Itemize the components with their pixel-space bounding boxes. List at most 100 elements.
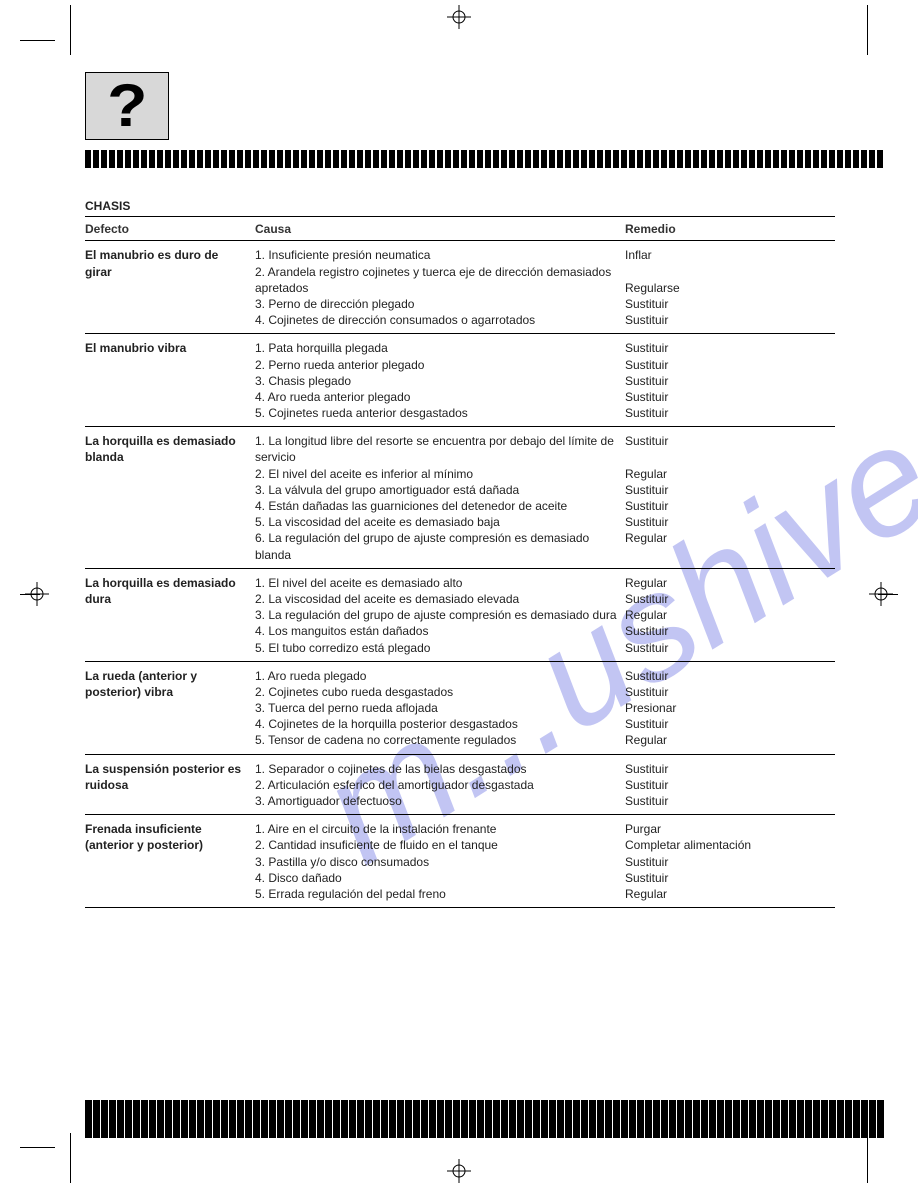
- remedio-line: Regular: [625, 575, 835, 591]
- registration-mark-icon: [447, 5, 471, 29]
- remedio-line: Sustituir: [625, 668, 835, 684]
- remedio-cell: SustituirSustituirSustituirSustituirSust…: [625, 340, 835, 421]
- remedio-cell: SustituirSustituirSustituir: [625, 761, 835, 810]
- remedio-line: Sustituir: [625, 433, 835, 449]
- causa-cell: 1. Separador o cojinetes de las bielas d…: [255, 761, 625, 810]
- registration-mark-icon: [869, 582, 893, 606]
- remedio-line: Sustituir: [625, 761, 835, 777]
- causa-line: 2. Articulación esferico del amortiguado…: [255, 777, 617, 793]
- causa-line: 3. Amortiguador defectuoso: [255, 793, 617, 809]
- section-title: CHASIS: [85, 198, 835, 214]
- causa-line: 5. La viscosidad del aceite es demasiado…: [255, 514, 617, 530]
- remedio-cell: RegularSustituirRegularSustituirSustitui…: [625, 575, 835, 656]
- causa-line: 2. El nivel del aceite es inferior al mí…: [255, 466, 617, 482]
- causa-line: 3. La regulación del grupo de ajuste com…: [255, 607, 617, 623]
- remedio-line: Sustituir: [625, 716, 835, 732]
- causa-line: 2. Cojinetes cubo rueda desgastados: [255, 684, 617, 700]
- causa-line: 3. Perno de dirección plegado: [255, 296, 617, 312]
- causa-line: 2. Cantidad insuficiente de fluido en el…: [255, 837, 617, 853]
- entries-container: El manubrio es duro de girar1. Insuficie…: [85, 241, 835, 908]
- causa-line: 1. Separador o cojinetes de las bielas d…: [255, 761, 617, 777]
- crop-mark: [70, 5, 71, 55]
- causa-line: 4. Cojinetes de dirección consumados o a…: [255, 312, 617, 328]
- remedio-line: Regular: [625, 732, 835, 748]
- causa-line: 2. La viscosidad del aceite es demasiado…: [255, 591, 617, 607]
- causa-line: 3. Pastilla y/o disco consumados: [255, 854, 617, 870]
- remedio-line: Sustituir: [625, 296, 835, 312]
- causa-cell: 1. Aire en el circuito de la instalación…: [255, 821, 625, 902]
- causa-line: 4. Disco dañado: [255, 870, 617, 886]
- causa-cell: 1. La longitud libre del resorte se encu…: [255, 433, 625, 563]
- table-header: Defecto Causa Remedio: [85, 216, 835, 241]
- table-row: El manubrio vibra1. Pata horquilla plega…: [85, 334, 835, 427]
- remedio-line: Sustituir: [625, 591, 835, 607]
- causa-line: 5. El tubo corredizo está plegado: [255, 640, 617, 656]
- remedio-line: Sustituir: [625, 389, 835, 405]
- remedio-line: Sustituir: [625, 684, 835, 700]
- remedio-line: Sustituir: [625, 623, 835, 639]
- registration-mark-icon: [25, 582, 49, 606]
- remedio-line: Regular: [625, 530, 835, 546]
- remedio-line: Regular: [625, 607, 835, 623]
- remedio-line: Completar alimentación: [625, 837, 835, 853]
- causa-line: 2. Arandela registro cojinetes y tuerca …: [255, 264, 617, 296]
- crop-mark: [20, 40, 55, 41]
- causa-cell: 1. El nivel del aceite es demasiado alto…: [255, 575, 625, 656]
- remedio-cell: SustituirSustituirPresionarSustituirRegu…: [625, 668, 835, 749]
- causa-line: 5. Errada regulación del pedal freno: [255, 886, 617, 902]
- causa-line: 6. La regulación del grupo de ajuste com…: [255, 530, 617, 562]
- remedio-line: Sustituir: [625, 340, 835, 356]
- causa-line: 1. Aire en el circuito de la instalación…: [255, 821, 617, 837]
- table-row: El manubrio es duro de girar1. Insuficie…: [85, 241, 835, 334]
- registration-mark-icon: [447, 1159, 471, 1183]
- remedio-line: Sustituir: [625, 312, 835, 328]
- causa-line: 3. Tuerca del perno rueda aflojada: [255, 700, 617, 716]
- barcode-strip-thin: [85, 150, 875, 168]
- causa-line: 4. Aro rueda anterior plegado: [255, 389, 617, 405]
- causa-line: 5. Tensor de cadena no correctamente reg…: [255, 732, 617, 748]
- main-content: CHASIS Defecto Causa Remedio El manubrio…: [85, 198, 835, 908]
- causa-line: 5. Cojinetes rueda anterior desgastados: [255, 405, 617, 421]
- defecto-cell: El manubrio vibra: [85, 340, 255, 421]
- remedio-line: Purgar: [625, 821, 835, 837]
- remedio-line: Sustituir: [625, 482, 835, 498]
- remedio-line: Sustituir: [625, 793, 835, 809]
- defecto-cell: La horquilla es demasiado blanda: [85, 433, 255, 563]
- crop-mark: [70, 1133, 71, 1183]
- crop-mark: [20, 1147, 55, 1148]
- remedio-line: [625, 449, 835, 465]
- remedio-line: Inflar: [625, 247, 835, 263]
- table-row: La rueda (anterior y posterior) vibra1. …: [85, 662, 835, 755]
- remedio-line: Regular: [625, 886, 835, 902]
- defecto-cell: La suspensión posterior es ruidosa: [85, 761, 255, 810]
- remedio-cell: Inflar RegularseSustituirSustituir: [625, 247, 835, 328]
- defecto-cell: La rueda (anterior y posterior) vibra: [85, 668, 255, 749]
- remedio-line: Sustituir: [625, 870, 835, 886]
- causa-cell: 1. Pata horquilla plegada2. Perno rueda …: [255, 340, 625, 421]
- causa-cell: 1. Insuficiente presión neumatica2. Aran…: [255, 247, 625, 328]
- causa-line: 4. Cojinetes de la horquilla posterior d…: [255, 716, 617, 732]
- remedio-line: Sustituir: [625, 777, 835, 793]
- remedio-line: Presionar: [625, 700, 835, 716]
- remedio-cell: Sustituir RegularSustituirSustituirSusti…: [625, 433, 835, 563]
- table-row: Frenada insuficiente (anterior y posteri…: [85, 815, 835, 908]
- crop-mark: [867, 1133, 868, 1183]
- col-header-remedio: Remedio: [625, 221, 835, 237]
- causa-line: 1. Pata horquilla plegada: [255, 340, 617, 356]
- causa-cell: 1. Aro rueda plegado2. Cojinetes cubo ru…: [255, 668, 625, 749]
- question-mark-icon: ?: [85, 72, 169, 140]
- causa-line: 2. Perno rueda anterior plegado: [255, 357, 617, 373]
- causa-line: 4. Están dañadas las guarniciones del de…: [255, 498, 617, 514]
- question-mark-glyph: ?: [107, 76, 147, 136]
- table-row: La horquilla es demasiado blanda1. La lo…: [85, 427, 835, 569]
- remedio-line: Sustituir: [625, 405, 835, 421]
- causa-line: 1. La longitud libre del resorte se encu…: [255, 433, 617, 465]
- remedio-line: Sustituir: [625, 640, 835, 656]
- remedio-line: Sustituir: [625, 373, 835, 389]
- barcode-strip-thick: [85, 1100, 875, 1138]
- causa-line: 4. Los manguitos están dañados: [255, 623, 617, 639]
- remedio-line: [625, 264, 835, 280]
- causa-line: 1. El nivel del aceite es demasiado alto: [255, 575, 617, 591]
- defecto-cell: La horquilla es demasiado dura: [85, 575, 255, 656]
- remedio-line: Sustituir: [625, 498, 835, 514]
